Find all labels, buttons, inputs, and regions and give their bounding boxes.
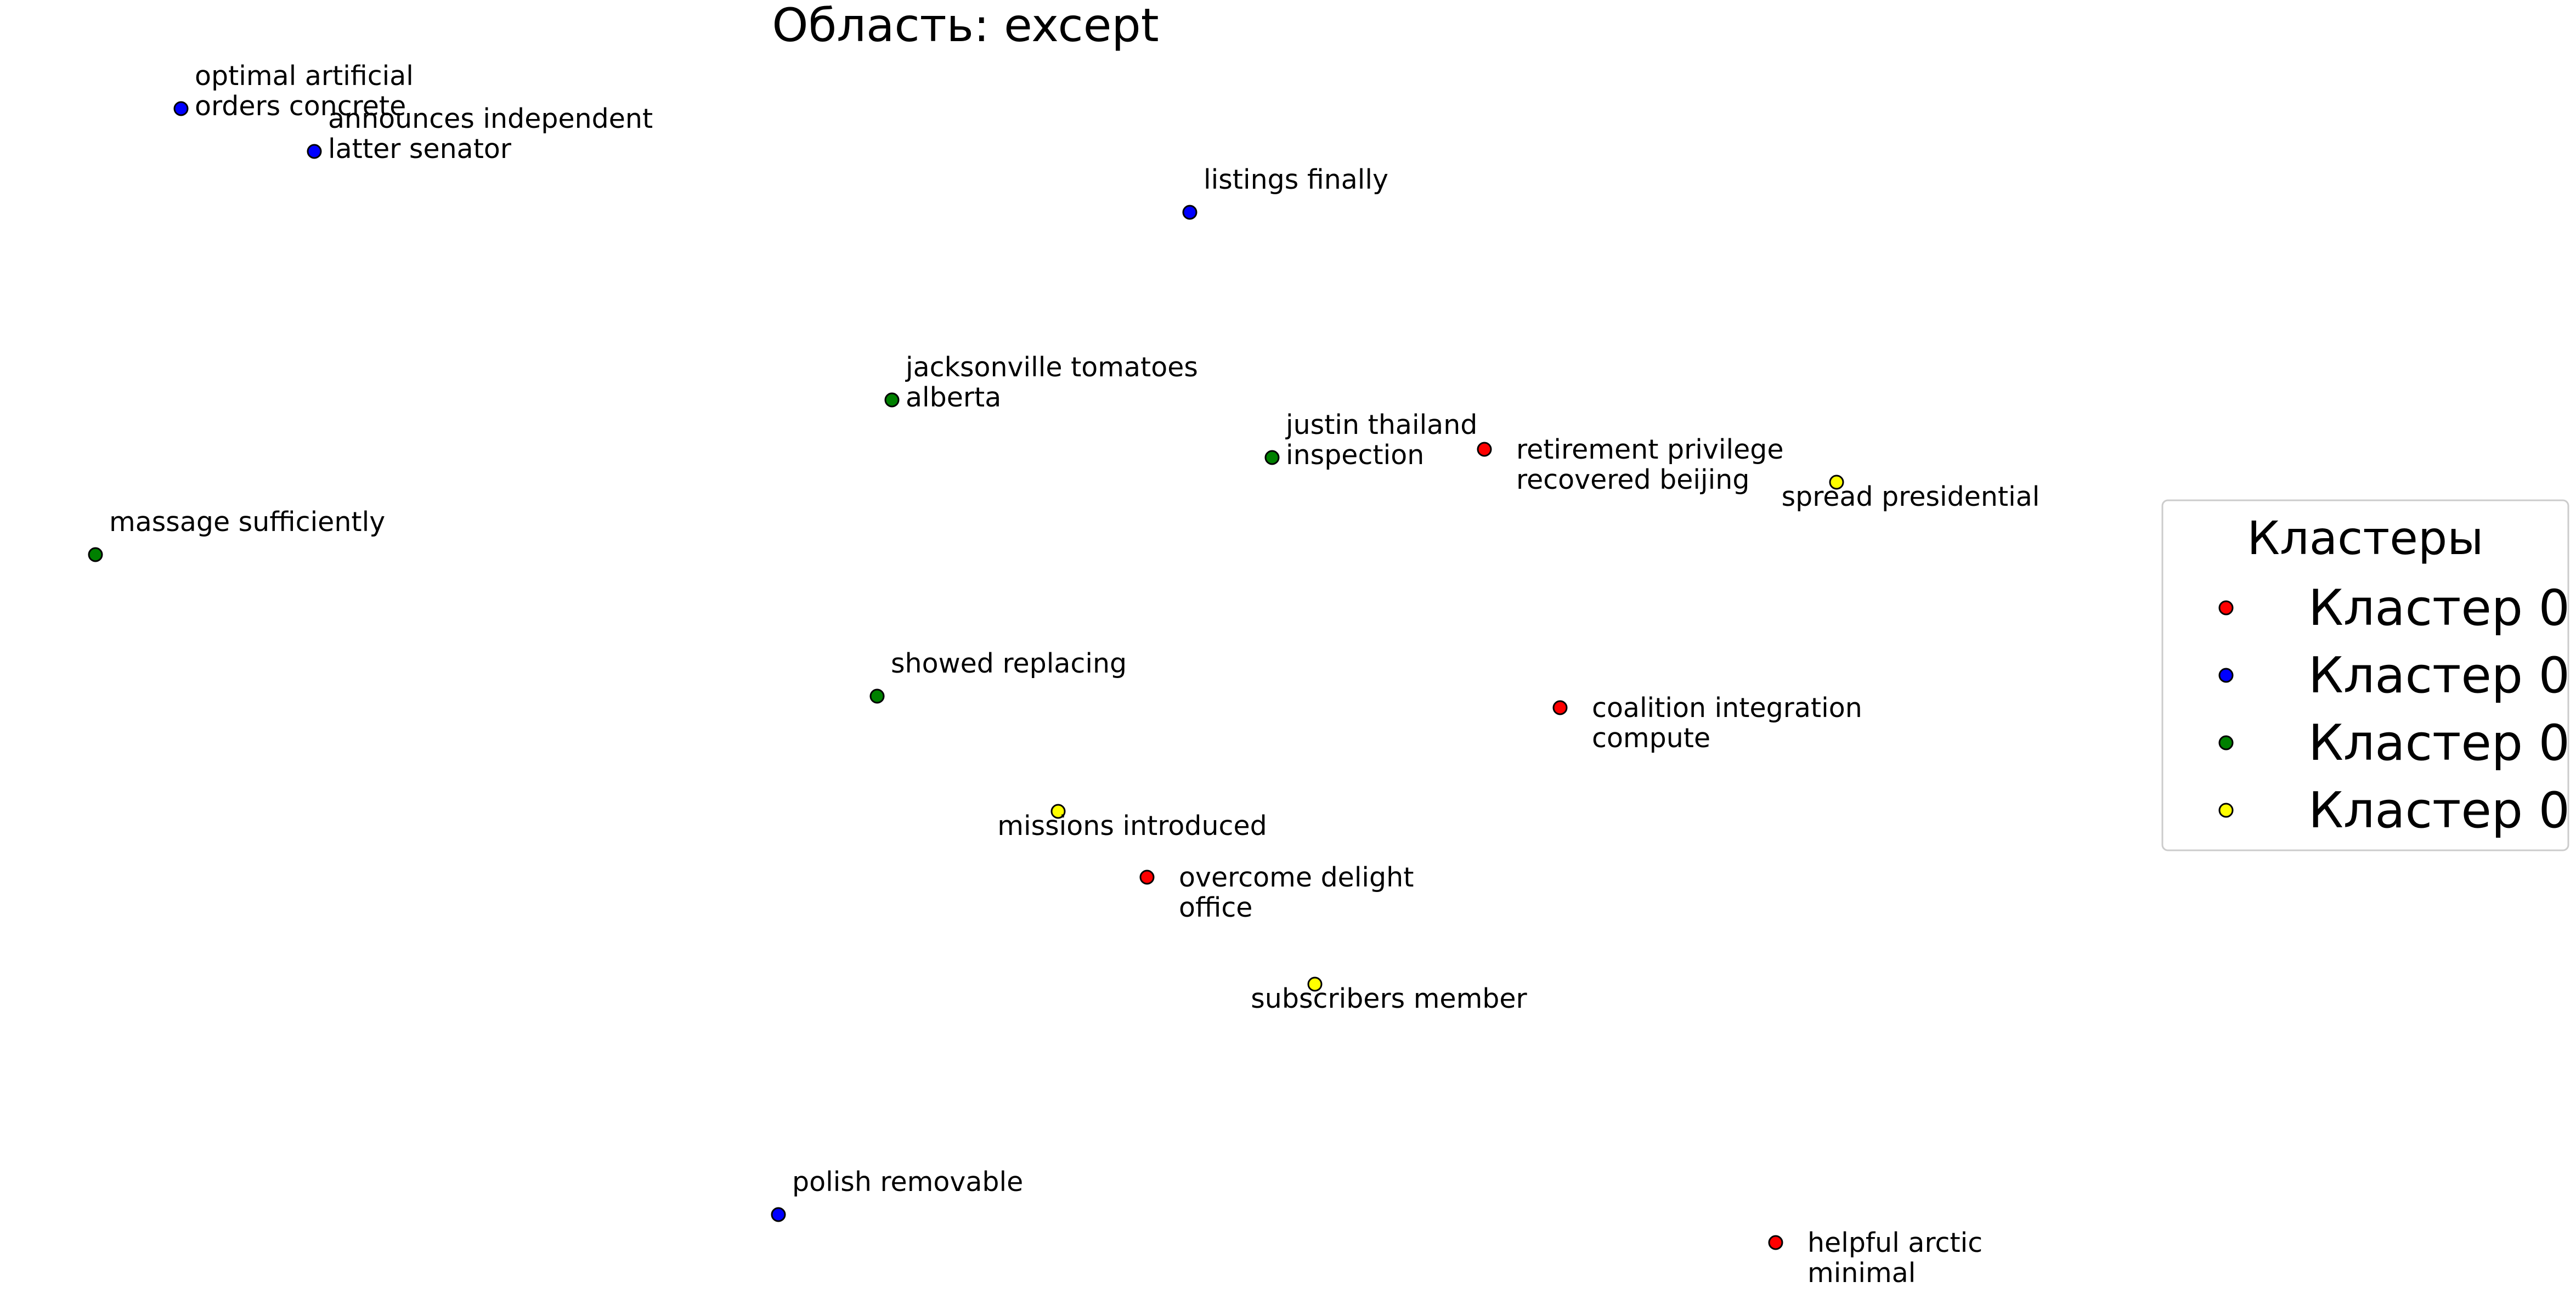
data-point-group: spread presidential bbox=[1782, 475, 2040, 512]
legend-marker bbox=[2218, 668, 2234, 683]
data-point-group: listings finally bbox=[1182, 164, 1388, 220]
point-label: alberta bbox=[906, 382, 1001, 413]
point-label: announces independent bbox=[328, 103, 653, 134]
scatter-point bbox=[173, 101, 189, 116]
point-label: massage sufficiently bbox=[109, 506, 385, 538]
point-label: helpful arctic bbox=[1807, 1227, 1982, 1258]
data-point-group: massage sufficiently bbox=[88, 506, 385, 562]
point-label: listings finally bbox=[1204, 164, 1388, 195]
point-label: overcome delight bbox=[1179, 862, 1414, 893]
point-label: optimal artificial bbox=[195, 60, 414, 92]
scatter-point bbox=[1552, 700, 1568, 715]
point-label: latter senator bbox=[328, 133, 512, 165]
legend-marker bbox=[2218, 735, 2234, 750]
legend-entries: Кластер 0 Кластер 0 Кластер 0 Кластер 0 bbox=[2218, 579, 2570, 839]
legend-label: Кластер 0 bbox=[2308, 579, 2570, 637]
point-label: jacksonville tomatoes bbox=[905, 352, 1198, 383]
point-label: office bbox=[1179, 892, 1252, 923]
data-point-group: polish removable bbox=[771, 1166, 1023, 1222]
point-label: missions introduced bbox=[997, 810, 1267, 842]
point-label: spread presidential bbox=[1782, 481, 2040, 512]
scatter-point bbox=[1139, 870, 1155, 885]
legend-label: Кластер 0 bbox=[2308, 714, 2570, 772]
data-point-group: subscribers member bbox=[1251, 976, 1528, 1014]
scatter-point bbox=[307, 144, 322, 159]
point-label: retirement privilege bbox=[1516, 434, 1783, 465]
scatter-point bbox=[1768, 1235, 1783, 1250]
scatter-point bbox=[884, 392, 900, 408]
legend-label: Кластер 0 bbox=[2308, 647, 2570, 704]
point-label: orders concrete bbox=[195, 91, 406, 122]
point-label: recovered beijing bbox=[1516, 464, 1749, 495]
scatter-point bbox=[1264, 450, 1280, 465]
scatter-point bbox=[771, 1207, 786, 1222]
point-label: subscribers member bbox=[1251, 983, 1527, 1014]
data-point-group: showed replacing bbox=[869, 648, 1127, 704]
data-point-group: missions introduced bbox=[997, 804, 1267, 842]
scatter-point bbox=[1829, 475, 1844, 490]
legend-title: Кластеры bbox=[2247, 511, 2483, 565]
scatter-point bbox=[88, 547, 103, 562]
legend-marker bbox=[2218, 600, 2234, 616]
scatter-point bbox=[1050, 804, 1066, 819]
legend-marker bbox=[2218, 803, 2234, 818]
chart-title: Область: except bbox=[772, 0, 1159, 52]
point-label: compute bbox=[1592, 722, 1710, 754]
scatter-point bbox=[1477, 442, 1492, 457]
legend-box bbox=[2161, 499, 2569, 851]
point-label: polish removable bbox=[792, 1166, 1023, 1198]
point-label: minimal bbox=[1807, 1257, 1916, 1289]
scatter-point bbox=[1307, 976, 1323, 992]
legend-label: Кластер 0 bbox=[2308, 782, 2570, 839]
scatter-point bbox=[869, 688, 885, 704]
point-label: showed replacing bbox=[891, 648, 1127, 679]
scatter-point bbox=[1182, 205, 1197, 220]
point-label: coalition integration bbox=[1592, 692, 1862, 724]
point-label: inspection bbox=[1286, 439, 1424, 471]
point-label: justin thailand bbox=[1285, 409, 1477, 441]
